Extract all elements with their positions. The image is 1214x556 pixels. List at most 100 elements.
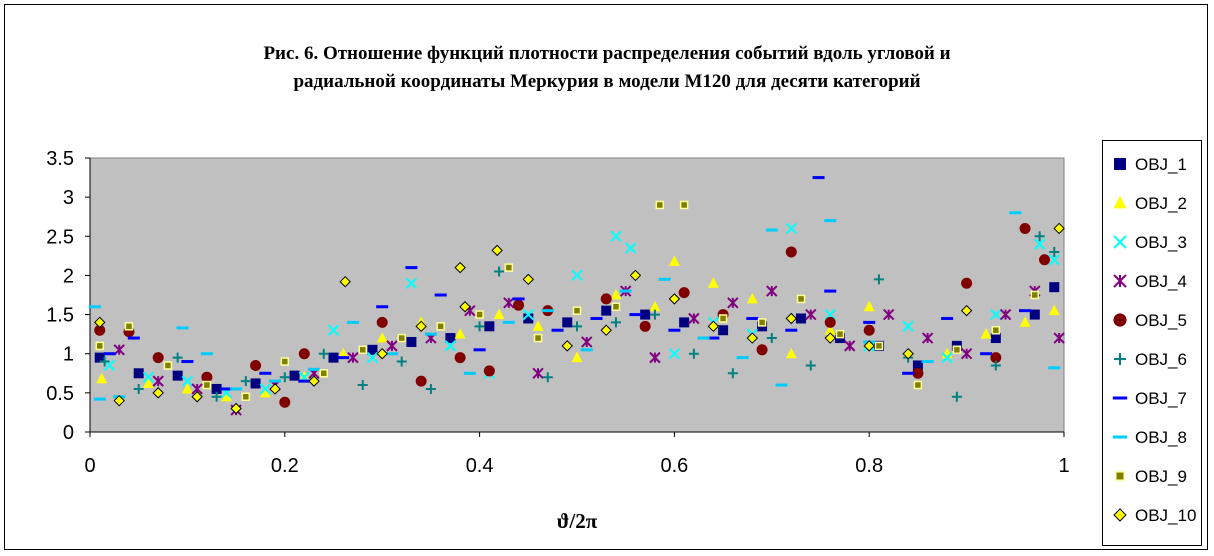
- data-point: [796, 294, 806, 304]
- data-point: [679, 200, 689, 210]
- legend-label: OBJ_8: [1135, 428, 1187, 447]
- y-tick-label: 1: [63, 344, 74, 366]
- data-point: [863, 320, 876, 324]
- legend-item-obj-6: OBJ_6: [1103, 346, 1201, 374]
- data-point: [746, 316, 759, 320]
- data-point: [658, 277, 671, 281]
- data-point: [990, 352, 1002, 364]
- data-point: [1033, 238, 1046, 250]
- data-point: [649, 309, 660, 320]
- data-point: [610, 289, 622, 300]
- data-point: [1049, 282, 1060, 293]
- data-point: [766, 285, 778, 297]
- data-point: [319, 369, 329, 378]
- data-point: [463, 371, 476, 375]
- data-point: [113, 394, 125, 407]
- data-point: [629, 313, 642, 317]
- data-point: [775, 383, 788, 387]
- data-point: [913, 380, 923, 390]
- data-point: [191, 391, 203, 403]
- data-point: [1030, 290, 1040, 300]
- y-tick-label: 2: [63, 265, 74, 287]
- chart-legend: OBJ_1 OBJ_2 OBJ_3 OBJ_4 OBJ_5 OBJ_6 OBJ_7 OBJ_8…: [1102, 140, 1202, 546]
- data-point: [766, 333, 777, 344]
- legend-item-obj-5: OBJ_5: [1103, 307, 1201, 335]
- data-point: [241, 392, 251, 402]
- data-point: [269, 383, 281, 395]
- data-point: [483, 365, 495, 377]
- data-point: [103, 352, 116, 356]
- data-point: [991, 325, 1001, 335]
- data-point: [679, 317, 690, 328]
- legend-marker: [1113, 235, 1127, 249]
- data-point: [172, 370, 183, 381]
- data-point: [678, 287, 690, 299]
- data-point: [785, 222, 797, 235]
- data-point: [551, 328, 564, 332]
- data-point: [624, 242, 637, 254]
- data-point: [454, 352, 466, 364]
- data-point: [718, 325, 729, 336]
- data-point: [473, 348, 486, 352]
- data-point: [980, 328, 992, 339]
- data-point: [824, 316, 836, 328]
- data-point: [619, 289, 632, 293]
- data-point: [960, 348, 973, 360]
- data-point: [655, 200, 665, 210]
- data-point: [127, 336, 140, 340]
- data-point: [1019, 316, 1031, 327]
- series-obj-10: [94, 222, 1065, 415]
- data-point: [1034, 231, 1045, 242]
- data-point: [181, 382, 193, 394]
- data-point: [912, 360, 923, 371]
- data-point: [259, 371, 272, 375]
- data-point: [960, 304, 973, 317]
- data-point: [668, 293, 681, 305]
- data-point: [337, 347, 349, 359]
- data-point: [873, 274, 884, 285]
- data-point: [220, 390, 232, 402]
- legend-marker: [1115, 471, 1125, 481]
- legend-marker: [1112, 435, 1128, 439]
- data-point: [902, 348, 914, 360]
- data-point: [590, 316, 603, 320]
- legend-label: OBJ_10: [1135, 506, 1197, 525]
- data-point: [172, 352, 183, 363]
- chart-title-line-2: радиальной координаты Меркурия в модели …: [293, 71, 921, 92]
- y-tick-label: 2.5: [46, 226, 74, 248]
- data-point: [610, 230, 622, 242]
- data-point: [181, 360, 194, 364]
- data-point: [347, 351, 359, 364]
- data-point: [757, 318, 767, 327]
- data-point: [805, 308, 817, 321]
- data-point: [181, 375, 194, 387]
- data-point: [250, 378, 261, 389]
- legend-marker: [1114, 158, 1126, 170]
- legend-marker-shape: [1115, 471, 1125, 481]
- data-point: [580, 348, 593, 352]
- data-point: [405, 266, 418, 270]
- data-point: [425, 383, 436, 394]
- data-point: [844, 340, 856, 352]
- data-point: [707, 336, 720, 340]
- data-point: [211, 391, 222, 402]
- x-tick-label: 0.4: [466, 455, 494, 477]
- data-point: [796, 313, 807, 324]
- series-obj-9: [95, 200, 1040, 402]
- data-point: [1009, 211, 1022, 215]
- data-point: [1053, 332, 1065, 344]
- data-point: [824, 219, 837, 223]
- x-axis-label: ϑ/2π: [557, 509, 598, 533]
- legend-label: OBJ_3: [1135, 233, 1187, 252]
- y-tick-label: 0.5: [46, 383, 74, 405]
- data-point: [727, 297, 739, 309]
- data-point: [812, 176, 825, 180]
- data-point: [376, 316, 388, 328]
- data-point: [581, 336, 593, 348]
- x-tick-label: 0.2: [271, 455, 299, 477]
- x-tick-label: 1: [1058, 455, 1069, 477]
- data-point: [280, 357, 290, 366]
- data-point: [746, 292, 758, 304]
- data-point: [541, 309, 554, 313]
- data-point: [999, 308, 1012, 321]
